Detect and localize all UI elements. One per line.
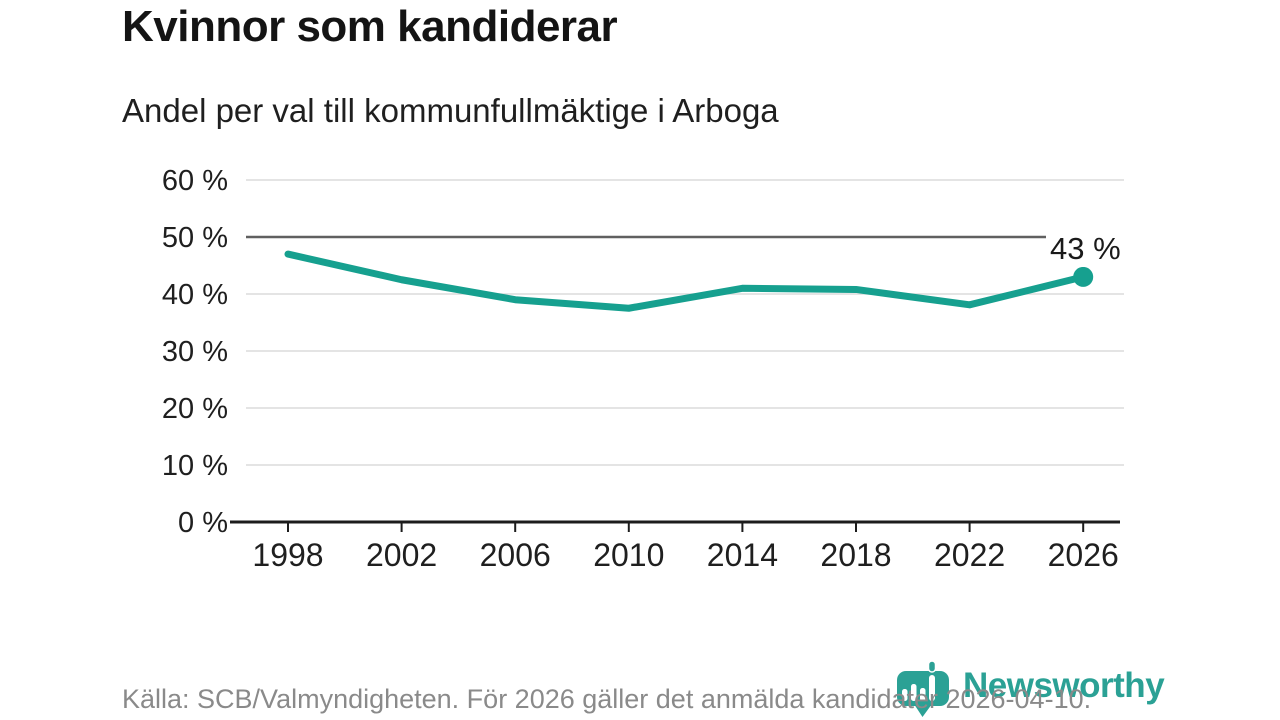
x-tick-label: 2018 — [820, 537, 891, 573]
series-line — [284, 250, 1087, 312]
y-tick-label: 20 % — [162, 393, 228, 425]
newsworthy-logo-text: Newsworthy — [963, 666, 1165, 705]
y-tick-label: 50 % — [162, 222, 228, 254]
x-tick-label: 1998 — [252, 537, 323, 573]
x-tick-label: 2010 — [593, 537, 664, 573]
y-tick-label: 60 % — [162, 165, 228, 197]
y-tick-label: 40 % — [162, 279, 228, 311]
x-tick-label: 2014 — [707, 537, 778, 573]
x-tick-label: 2022 — [934, 537, 1005, 573]
chart-title: Kvinnor som kandiderar — [122, 2, 618, 51]
y-tick-label: 10 % — [162, 450, 228, 482]
x-tick-label: 2006 — [480, 537, 551, 573]
end-value-label: 43 % — [1046, 231, 1125, 267]
y-tick-label: 30 % — [162, 336, 228, 368]
newsworthy-logo: Newsworthy — [895, 661, 1165, 719]
source-note: Källa: SCB/Valmyndigheten. För 2026 gäll… — [122, 684, 1092, 714]
end-point-marker — [1073, 266, 1094, 287]
newsworthy-logo-icon — [897, 661, 949, 717]
chart-subtitle: Andel per val till kommunfullmäktige i A… — [122, 92, 779, 129]
x-tick-label: 2002 — [366, 537, 437, 573]
y-tick-label: 0 % — [178, 507, 228, 539]
x-tick-label: 2026 — [1048, 537, 1119, 573]
